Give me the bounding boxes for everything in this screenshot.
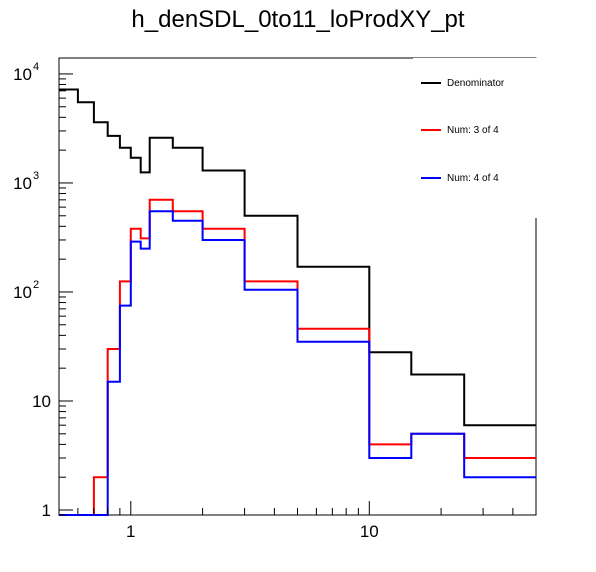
series-layer — [59, 88, 536, 516]
x-tick-label: 10 — [360, 522, 379, 541]
series-line-num-4-of-4 — [59, 210, 536, 516]
legend-swatch-num-3-of-4 — [421, 129, 441, 131]
legend: Denominator Num: 3 of 4 Num: 4 of 4 — [413, 58, 537, 218]
legend-label-num-3-of-4: Num: 3 of 4 — [447, 124, 499, 136]
series-line-denominator — [59, 88, 536, 427]
y-tick-label-exponent: 4 — [33, 61, 39, 73]
y-tick-label: 10 — [13, 283, 32, 302]
y-tick-label: 10 — [13, 65, 32, 84]
legend-item-num-3-of-4: Num: 3 of 4 — [421, 123, 499, 137]
y-tick-label: 10 — [32, 392, 51, 411]
legend-swatch-denominator — [421, 82, 441, 84]
legend-item-denominator: Denominator — [421, 76, 504, 90]
chart-title: h_denSDL_0to11_loProdXY_pt — [131, 6, 465, 33]
legend-item-num-4-of-4: Num: 4 of 4 — [421, 171, 499, 185]
y-tick-label-exponent: 3 — [33, 170, 39, 182]
y-tick-label: 10 — [13, 174, 32, 193]
y-tick-label-exponent: 2 — [33, 279, 39, 291]
x-tick-label: 1 — [126, 522, 135, 541]
legend-label-denominator: Denominator — [447, 77, 505, 89]
y-tick-label: 1 — [42, 501, 51, 520]
legend-label-num-4-of-4: Num: 4 of 4 — [447, 172, 499, 184]
legend-swatch-num-4-of-4 — [421, 177, 441, 179]
